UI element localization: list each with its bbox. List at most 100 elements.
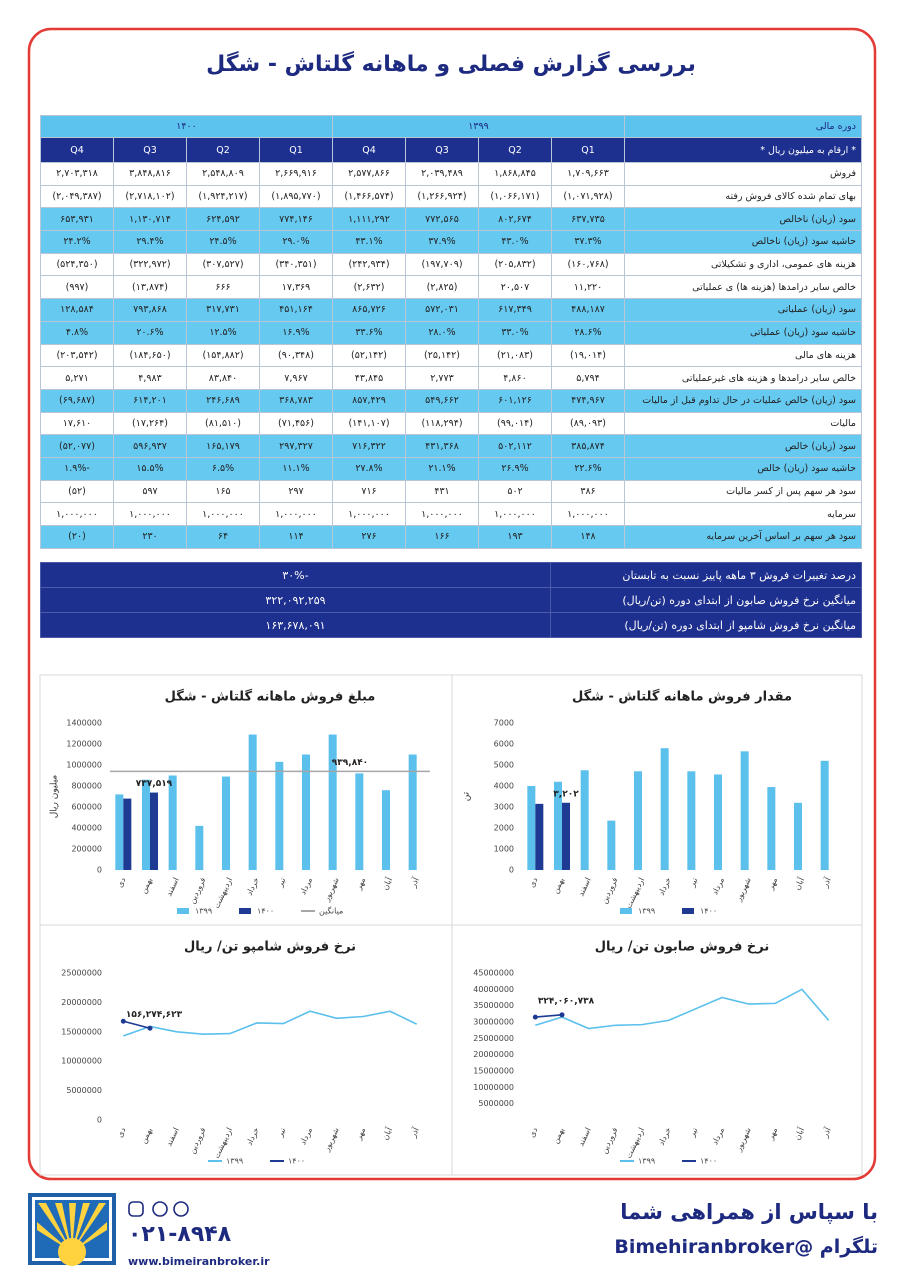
bar bbox=[660, 748, 669, 870]
bar bbox=[275, 761, 284, 870]
summary-value: ۳۲۲,۰۹۲,۲۵۹ bbox=[40, 587, 551, 613]
summary-table: درصد تغییرات فروش ۳ ماهه پاییز نسبت به ت… bbox=[40, 562, 862, 638]
year-header: ۱۳۹۹ bbox=[332, 115, 625, 138]
row-label: حاشیه سود (زیان) ناخالص bbox=[624, 230, 862, 254]
table-cell: ۱۶.۹% bbox=[259, 320, 333, 345]
chart-title: مبلغ فروش ماهانه گلتاش - شگل bbox=[165, 689, 376, 705]
chart-title: مقدار فروش ماهانه گلتاش - شگل bbox=[572, 689, 792, 705]
table-cell: (۱,۴۶۶,۵۷۴) bbox=[332, 184, 406, 209]
table-cell: ۶۴ bbox=[186, 525, 260, 549]
x-tick-label: مهر bbox=[354, 876, 368, 892]
table-cell: ۴,۸۶۰ bbox=[478, 366, 552, 390]
phone: ۰۲۱-۸۹۴۸ bbox=[128, 1222, 232, 1247]
table-cell: ۲۹۷,۳۲۷ bbox=[259, 434, 333, 458]
table-cell: ۶۱۷,۳۴۹ bbox=[478, 298, 552, 322]
table-cell: ۱۹۳ bbox=[478, 525, 552, 549]
bar bbox=[687, 771, 696, 870]
y-tick-label: 1000000 bbox=[66, 761, 102, 770]
legend-swatch bbox=[239, 908, 251, 914]
table-cell: ۶۳۷,۷۳۵ bbox=[551, 207, 625, 232]
quarter-header: Q2 bbox=[478, 137, 552, 163]
table-cell: (۷۱,۴۵۶) bbox=[259, 411, 333, 436]
table-cell: ۵,۲۷۱ bbox=[40, 366, 114, 390]
table-cell: ۵۰۲,۱۱۲ bbox=[478, 434, 552, 458]
summary-row: میانگین نرخ فروش شامپو از ابتدای دوره (ت… bbox=[40, 612, 862, 638]
table-cell: ۳۷.۹% bbox=[405, 230, 479, 254]
table-cell: (۶۹,۶۸۷) bbox=[40, 388, 114, 413]
table-cell: (۲,۶۳۲) bbox=[332, 275, 406, 300]
x-tick-label: مرداد bbox=[298, 1126, 314, 1146]
table-cell: (۸۱,۵۱۰) bbox=[186, 411, 260, 436]
x-tick-label: اسفند bbox=[164, 876, 180, 898]
annotation: ۳۲۴,۰۶۰,۷۳۸ bbox=[538, 996, 595, 1006]
row-label: مالیات bbox=[624, 411, 862, 436]
table-cell: ۳۷.۳% bbox=[551, 230, 625, 254]
table-cell: (۵۲۴,۳۵۰) bbox=[40, 252, 114, 277]
table-cell: ۲۸.۶% bbox=[551, 320, 625, 345]
table-cell: ۶۶۶ bbox=[186, 275, 260, 300]
x-tick-label: دی bbox=[527, 876, 539, 889]
table-cell: (۹۹,۰۱۴) bbox=[478, 411, 552, 436]
legend-label: ۱۴۰۰ bbox=[700, 1157, 717, 1166]
x-tick-label: خرداد bbox=[657, 876, 673, 897]
y-tick-label: 400000 bbox=[71, 824, 102, 833]
table-cell: ۵۹۶,۹۳۷ bbox=[113, 434, 187, 458]
legend-label: ۱۴۰۰ bbox=[288, 1157, 305, 1166]
x-tick-label: تیر bbox=[275, 876, 287, 889]
y-tick-label: 15000000 bbox=[473, 1067, 514, 1076]
chart-title: نرخ فروش صابون تن/ ریال bbox=[595, 940, 769, 955]
y-tick-label: 7000 bbox=[494, 719, 514, 728]
table-cell: ۳۸۵,۸۷۴ bbox=[551, 434, 625, 458]
table-row: خالص سایر درامدها و هزینه های غیرعملیاتی… bbox=[40, 366, 862, 390]
table-cell: ۲۶.۹% bbox=[478, 456, 552, 481]
row-label: حاشیه سود (زیان) خالص bbox=[624, 456, 862, 481]
x-tick-label: مرداد bbox=[710, 876, 726, 896]
row-label: حاشیه سود (زیان) عملیاتی bbox=[624, 320, 862, 345]
y-tick-label: 1000 bbox=[494, 845, 514, 854]
x-tick-label: شهریور bbox=[322, 1126, 341, 1154]
x-tick-label: مهر bbox=[766, 1126, 780, 1142]
bar bbox=[607, 820, 616, 870]
bar bbox=[150, 792, 158, 870]
table-cell: ۴۵۱,۱۶۴ bbox=[259, 298, 333, 322]
table-cell: ۸۳,۸۴۰ bbox=[186, 366, 260, 390]
table-cell: (۳۲۲,۹۷۲) bbox=[113, 252, 187, 277]
y-tick-label: 25000000 bbox=[61, 969, 102, 978]
table-cell: (۳۰۷,۵۲۷) bbox=[186, 252, 260, 277]
x-tick-label: اسفند bbox=[164, 1126, 180, 1148]
table-cell: (۲,۷۱۸,۱۰۲) bbox=[113, 184, 187, 209]
table-cell: (۲۰) bbox=[40, 525, 114, 549]
table-cell: ۳۳.۰% bbox=[478, 320, 552, 345]
table-cell: (۲,۰۴۹,۳۸۷) bbox=[40, 184, 114, 209]
bar bbox=[820, 760, 829, 870]
table-cell: ۶۱۴,۲۰۱ bbox=[113, 388, 187, 413]
icon-web bbox=[173, 1201, 189, 1217]
bar bbox=[740, 751, 749, 870]
table-cell: ۴۳.۱% bbox=[332, 230, 406, 254]
bar bbox=[554, 781, 562, 870]
table-row: سود (زیان) خالص ۳۸۵,۸۷۴ ۵۰۲,۱۱۲ ۴۳۱,۳۶۸ ۷۱۶,… bbox=[40, 434, 862, 458]
data-label: ۳,۲۰۲ bbox=[553, 789, 579, 799]
summary-label: میانگین نرخ فروش شامپو از ابتدای دوره (ت… bbox=[550, 612, 862, 638]
line bbox=[535, 988, 830, 1030]
table-cell: ۱۴۸ bbox=[551, 525, 625, 549]
bar bbox=[302, 754, 310, 870]
table-cell: ۴۷۴,۹۶۷ bbox=[551, 388, 625, 413]
table-cell: ۶.۵% bbox=[186, 456, 260, 481]
table-cell: ۳۳.۶% bbox=[332, 320, 406, 345]
table-cell: (۲۱,۰۸۳) bbox=[478, 343, 552, 368]
quarter-header: Q4 bbox=[332, 137, 406, 163]
bar bbox=[195, 825, 204, 870]
row-label: سود (زیان) خالص عملیات در حال تداوم قبل … bbox=[624, 388, 862, 413]
bar bbox=[168, 775, 177, 870]
table-cell: ۱۷,۶۱۰ bbox=[40, 411, 114, 436]
x-tick-label: دی bbox=[527, 1126, 539, 1139]
table-row: سود هر سهم بر اساس آخرین سرمایه ۱۴۸ ۱۹۳ ۱۶۶… bbox=[40, 525, 862, 549]
table-cell: (۲۴۲,۹۳۴) bbox=[332, 252, 406, 277]
row-label: هزینه های مالی bbox=[624, 343, 862, 368]
table-cell: ۵۷۲,۰۳۱ bbox=[405, 298, 479, 322]
reference-label: ۹۳۹,۸۴۰ bbox=[332, 758, 368, 768]
table-row: هزینه های عمومی، اداری و تشکیلاتی (۱۶۰,۷۶… bbox=[40, 252, 862, 277]
table-cell: (۲,۸۲۵) bbox=[405, 275, 479, 300]
